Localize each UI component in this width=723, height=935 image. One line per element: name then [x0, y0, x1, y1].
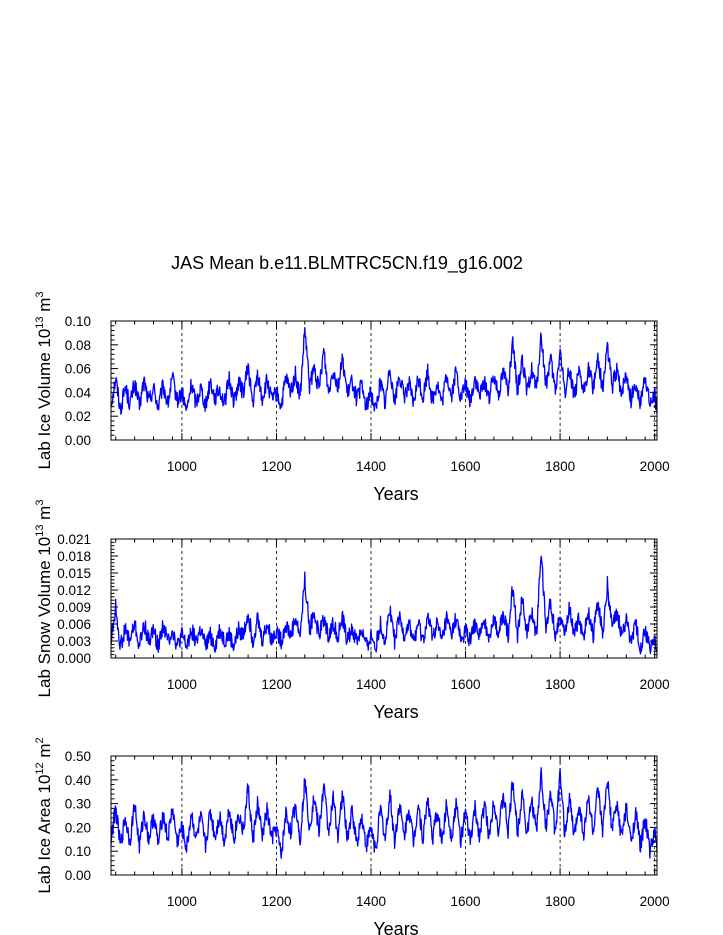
x-tick-label: 1200 — [261, 459, 291, 474]
y-tick-label: 0.20 — [65, 820, 91, 835]
y-axis-label-superscript: 12 — [34, 762, 46, 774]
y-tick-label: 0.003 — [57, 634, 91, 649]
x-tick-label: 1400 — [356, 894, 386, 909]
x-tick-label: 1400 — [356, 677, 386, 692]
y-tick-label: 0.10 — [65, 314, 91, 329]
x-tick-label: 1000 — [167, 459, 197, 474]
x-tick-label: 1200 — [261, 894, 291, 909]
y-tick-label: 0.00 — [65, 868, 91, 883]
plot-frame — [110, 538, 658, 659]
x-tick-label: 1600 — [451, 459, 481, 474]
y-tick-label: 0.009 — [57, 600, 91, 615]
x-tick-label: 1400 — [356, 459, 386, 474]
data-line — [110, 555, 658, 655]
y-tick-label: 0.08 — [65, 338, 91, 353]
x-tick-label: 1600 — [451, 894, 481, 909]
panel-1: 1000 1200 1400 1600 1800 2000 0.00 0.02 0.04 0.06… — [34, 291, 670, 504]
y-axis-label-part: m — [35, 298, 54, 317]
y-axis-label: Lab Snow Volume 1013 m3 — [34, 500, 54, 698]
y-tick-label: 0.30 — [65, 797, 91, 812]
y-axis-label-part: m — [35, 743, 54, 762]
y-axis-label-part: Lab Ice Area 10 — [35, 775, 54, 894]
x-axis-label: Years — [373, 484, 418, 504]
x-tick-label: 1800 — [545, 894, 575, 909]
data-line — [110, 326, 658, 415]
x-tick-label: 2000 — [640, 677, 670, 692]
panel-2: 1000 1200 1400 1600 1800 2000 0.000 0.003 0.006 0… — [34, 500, 670, 722]
y-axis-label: Lab Ice Area 1012 m2 — [34, 737, 54, 893]
y-axis-label-superscript: 13 — [34, 316, 46, 328]
x-tick-label: 2000 — [640, 459, 670, 474]
y-tick-label: 0.10 — [65, 844, 91, 859]
y-tick-label: 0.015 — [57, 566, 91, 581]
x-tick-label: 1000 — [167, 894, 197, 909]
figure-title: JAS Mean b.e11.BLMTRC5CN.f19_g16.002 — [171, 253, 523, 274]
y-tick-label: 0.02 — [65, 409, 91, 424]
y-tick-label: 0.018 — [57, 549, 91, 564]
x-tick-label: 1200 — [261, 677, 291, 692]
x-tick-label: 1800 — [545, 459, 575, 474]
y-axis-label: Lab Ice Volume 1013 m3 — [34, 291, 54, 469]
y-axis-label-superscript: 3 — [34, 291, 46, 297]
y-axis-label-superscript: 13 — [34, 525, 46, 537]
y-axis-label-part: m — [35, 506, 54, 525]
y-axis-label-part: Lab Snow Volume 10 — [35, 537, 54, 698]
x-tick-label: 2000 — [640, 894, 670, 909]
panel-3: 1000 1200 1400 1600 1800 2000 0.00 0.10 0.20 0.30… — [34, 737, 670, 935]
plot-frame — [110, 320, 658, 441]
y-tick-label: 0.00 — [65, 433, 91, 448]
y-tick-label: 0.021 — [57, 532, 91, 547]
x-axis-label: Years — [373, 919, 418, 935]
y-tick-label: 0.006 — [57, 617, 91, 632]
y-tick-label: 0.000 — [57, 651, 91, 666]
y-tick-label: 0.40 — [65, 773, 91, 788]
y-tick-label: 0.012 — [57, 583, 91, 598]
y-tick-label: 0.50 — [65, 749, 91, 764]
x-tick-label: 1600 — [451, 677, 481, 692]
y-axis-label-part: Lab Ice Volume 10 — [35, 329, 54, 470]
y-axis-label-superscript: 2 — [34, 737, 46, 743]
y-tick-label: 0.04 — [65, 385, 92, 400]
y-axis-label-superscript: 3 — [34, 500, 46, 506]
data-line — [110, 767, 658, 859]
x-tick-label: 1800 — [545, 677, 575, 692]
plot-frame — [110, 755, 658, 876]
y-tick-label: 0.06 — [65, 362, 91, 377]
x-tick-label: 1000 — [167, 677, 197, 692]
x-axis-label: Years — [373, 702, 418, 722]
